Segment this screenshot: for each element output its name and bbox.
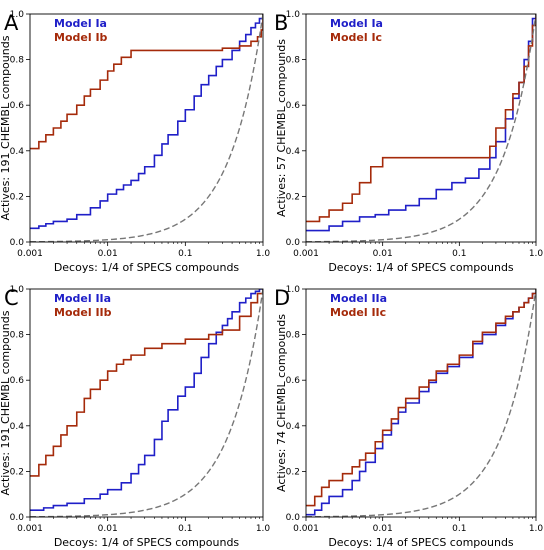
y-tick-label: 0.4 xyxy=(286,422,301,432)
y-axis-label: Actives: 57 CHEMBL compounds xyxy=(275,39,288,217)
x-axis-label: Decoys: 1/4 of SPECS compounds xyxy=(54,261,240,274)
y-tick-label: 0.0 xyxy=(10,238,25,248)
x-tick-label: 0.1 xyxy=(178,249,192,259)
series-line-0 xyxy=(30,289,263,511)
y-tick-label: 0.8 xyxy=(286,56,301,66)
series-line-1 xyxy=(30,14,263,150)
panel-letter: D xyxy=(274,286,290,310)
legend-entry-1: Model Ib xyxy=(54,31,108,44)
y-tick-label: 1.0 xyxy=(10,10,25,20)
y-tick-label: 0.6 xyxy=(10,376,25,386)
y-axis-label: Actives: 74 CHEMBL compounds xyxy=(275,314,288,492)
y-tick-label: 0.6 xyxy=(10,101,25,111)
panel-letter: A xyxy=(4,11,19,35)
y-tick-label: 0.8 xyxy=(10,331,25,341)
chart-panel-c: C 0.001 0.01 0.1 1.0 0.0 0.2 0.4 0.6 0.8 1.0 Decoys… xyxy=(0,285,270,549)
legend-entry-0: Model Ia xyxy=(330,17,383,30)
panel-letter: C xyxy=(4,286,19,310)
y-tick-label: 0.2 xyxy=(286,192,300,202)
x-axis-label: Decoys: 1/4 of SPECS compounds xyxy=(328,261,514,274)
panel-letter: B xyxy=(274,11,288,35)
legend-entry-1: Model Ic xyxy=(330,31,382,44)
legend-entry-0: Model IIa xyxy=(330,292,387,305)
x-tick-label: 0.01 xyxy=(98,249,118,259)
series-line-0 xyxy=(30,14,263,230)
y-tick-label: 0.0 xyxy=(286,513,301,523)
x-tick-label: 0.01 xyxy=(98,524,118,534)
series-line-0 xyxy=(306,14,536,232)
random-baseline-line xyxy=(306,289,536,517)
legend-entry-0: Model Ia xyxy=(54,17,107,30)
axes-frame xyxy=(305,13,537,243)
x-tick-label: 0.01 xyxy=(373,524,393,534)
legend-entry-1: Model IIb xyxy=(54,306,112,319)
y-tick-label: 0.0 xyxy=(286,238,301,248)
x-axis-label: Decoys: 1/4 of SPECS compounds xyxy=(54,536,240,549)
y-tick-label: 0.2 xyxy=(10,192,24,202)
y-tick-label: 0.6 xyxy=(286,376,301,386)
y-tick-label: 1.0 xyxy=(286,10,301,20)
x-tick-label: 0.1 xyxy=(178,524,192,534)
series-line-1 xyxy=(306,14,536,223)
y-tick-label: 0.4 xyxy=(286,147,301,157)
chart-panel-d: D 0.001 0.01 0.1 1.0 0.0 0.2 0.4 0.6 0.8 1.0 Decoys… xyxy=(274,285,543,549)
x-tick-label: 1.0 xyxy=(256,524,271,534)
y-tick-label: 0.0 xyxy=(10,513,25,523)
plot-area xyxy=(306,14,536,242)
chart-panel-a: A 0.001 0.01 0.1 1.0 0.0 0.2 0.4 0.6 0.8 1.0 Decoys… xyxy=(0,10,270,274)
x-axis-label: Decoys: 1/4 of SPECS compounds xyxy=(328,536,514,549)
x-tick-label: 0.1 xyxy=(452,524,466,534)
x-tick-label: 1.0 xyxy=(529,249,544,259)
plot-area xyxy=(30,289,263,517)
random-baseline-line xyxy=(306,14,536,242)
random-baseline-line xyxy=(30,14,263,242)
x-tick-label: 1.0 xyxy=(256,249,271,259)
axes-frame xyxy=(305,288,537,518)
y-tick-label: 0.4 xyxy=(10,422,25,432)
x-tick-label: 0.01 xyxy=(373,249,393,259)
legend-entry-0: Model IIa xyxy=(54,292,111,305)
series-line-1 xyxy=(30,289,263,477)
axes-frame xyxy=(29,13,264,243)
legend-entry-1: Model IIc xyxy=(330,306,386,319)
y-tick-label: 1.0 xyxy=(10,285,25,295)
y-tick-label: 0.2 xyxy=(10,467,24,477)
axes-frame xyxy=(29,288,264,518)
x-tick-label: 0.1 xyxy=(452,249,466,259)
y-tick-label: 0.8 xyxy=(10,56,25,66)
y-tick-label: 1.0 xyxy=(286,285,301,295)
x-tick-label: 0.001 xyxy=(293,524,319,534)
x-tick-label: 0.001 xyxy=(17,524,43,534)
x-tick-label: 1.0 xyxy=(529,524,544,534)
plot-area xyxy=(306,289,536,517)
plot-area xyxy=(30,14,263,242)
chart-panel-b: B 0.001 0.01 0.1 1.0 0.0 0.2 0.4 0.6 0.8 1.0 Decoys… xyxy=(274,10,543,274)
y-tick-label: 0.8 xyxy=(286,331,301,341)
y-axis-label: Actives: 191 CHEMBL compounds xyxy=(0,35,12,220)
random-baseline-line xyxy=(30,289,263,517)
x-tick-label: 0.001 xyxy=(17,249,43,259)
y-axis-label: Actives: 191 CHEMBL compounds xyxy=(0,310,12,495)
y-tick-label: 0.6 xyxy=(286,101,301,111)
y-tick-label: 0.4 xyxy=(10,147,25,157)
y-tick-label: 0.2 xyxy=(286,467,300,477)
series-line-1 xyxy=(306,289,536,507)
x-tick-label: 0.001 xyxy=(293,249,319,259)
